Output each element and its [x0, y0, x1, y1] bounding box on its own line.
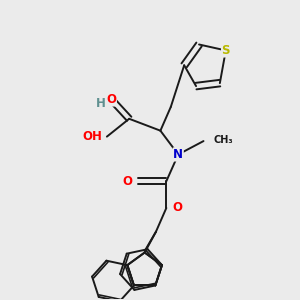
Text: N: N [173, 148, 183, 161]
Text: CH₃: CH₃ [214, 135, 233, 145]
Text: O: O [172, 202, 182, 214]
Text: S: S [221, 44, 230, 57]
Text: O: O [123, 175, 133, 188]
Text: H: H [96, 98, 106, 110]
Text: O: O [106, 93, 116, 106]
Text: OH: OH [82, 130, 102, 143]
